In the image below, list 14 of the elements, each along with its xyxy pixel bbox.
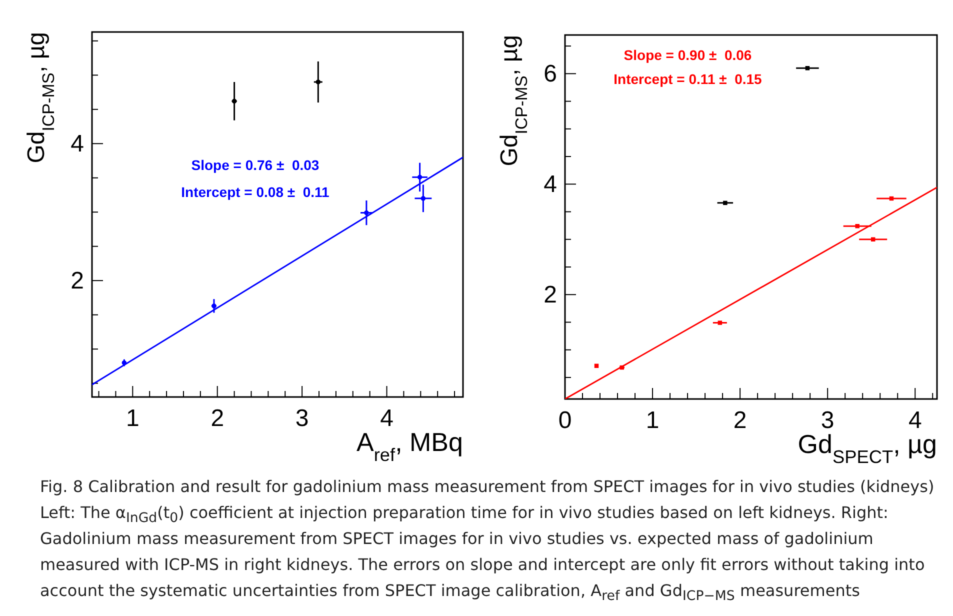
x-tick-label: 2 [733,407,747,434]
x-tick-label: 3 [295,405,309,432]
text: Fig. 8 Calibration and result for gadolinium mass measurement from SPECT images for in vivo studies (kidneys) Left: The α$_{InGd}$(t$_{0}$) coefficient at injection preparation time for in vivo studies based on left kidneys. Right: Gadolinium mass measurement from SPECT images for in vivo studies vs. expected mass of gadolinium measured with ICP-MS in right kidneys. The errors on slope and intercept are only fit errors without taking into account the systematic uncertainties from SPECT image calibration, A$_{ref}$ and Gd$_{ICP−MS}$ measurements [40,477,934,604]
y-tick-label: 4 [544,170,557,198]
annotation: Intercept = 0.08 ± 0.11 [181,184,330,200]
x-tick-label: 0 [558,407,572,434]
x-tick-label: 1 [126,405,140,432]
x-tick-label: 2 [210,405,224,432]
x-tick-label: 1 [646,407,660,434]
annotation: Intercept = 0.11 ± 0.15 [614,71,762,87]
y-tick-label: 6 [544,60,557,88]
annotation: Slope = 0.90 ± 0.06 [624,47,752,63]
y-tick-label: 2 [544,281,557,308]
annotation: Slope = 0.76 ± 0.03 [191,157,320,173]
